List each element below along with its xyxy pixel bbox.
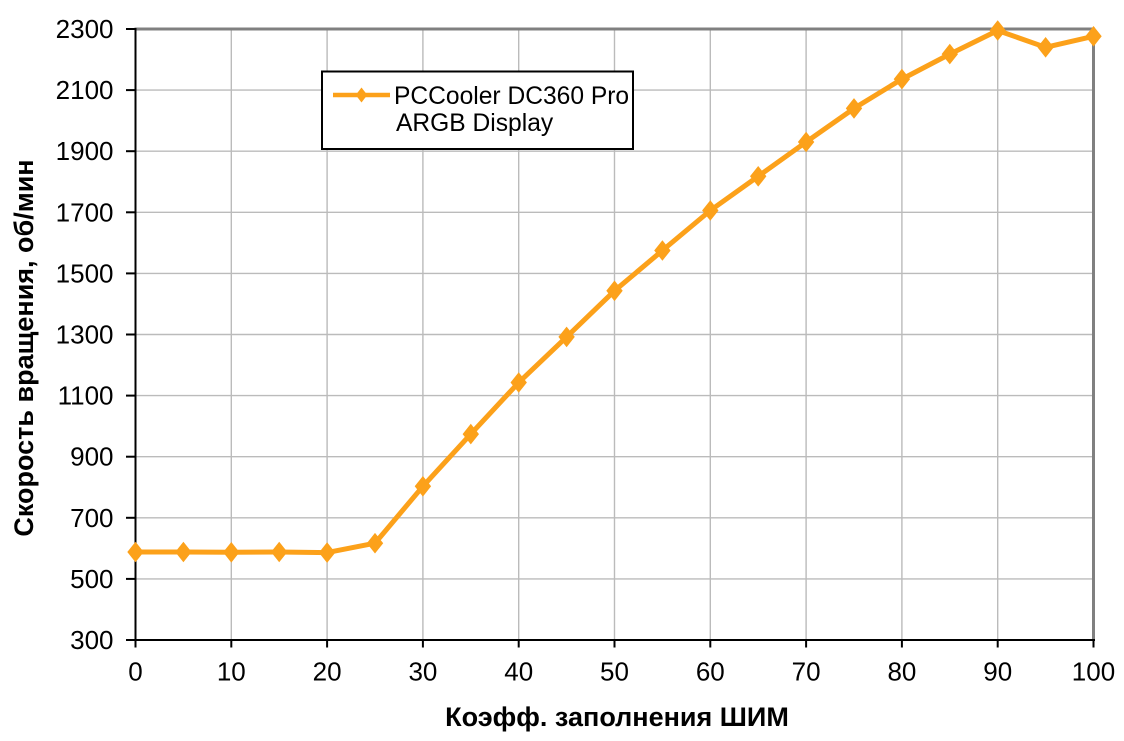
svg-text:Коэфф. заполнения ШИМ: Коэфф. заполнения ШИМ [445,702,789,732]
svg-text:50: 50 [600,657,629,687]
svg-text:900: 900 [70,442,113,472]
svg-text:1900: 1900 [56,136,114,166]
svg-text:90: 90 [983,657,1012,687]
svg-text:40: 40 [504,657,533,687]
svg-text:700: 700 [70,503,113,533]
svg-text:1700: 1700 [56,197,114,227]
svg-text:PCCooler DC360 Pro: PCCooler DC360 Pro [394,83,629,110]
svg-text:80: 80 [887,657,916,687]
svg-text:300: 300 [70,625,113,655]
svg-text:500: 500 [70,564,113,594]
svg-text:10: 10 [217,657,246,687]
svg-text:2100: 2100 [56,75,114,105]
svg-text:1500: 1500 [56,258,114,288]
svg-text:60: 60 [696,657,725,687]
svg-text:1300: 1300 [56,320,114,350]
svg-text:0: 0 [128,657,142,687]
svg-text:30: 30 [408,657,437,687]
svg-text:2300: 2300 [56,14,114,44]
svg-text:ARGB Display: ARGB Display [396,110,554,137]
svg-text:Скорость вращения, об/мин: Скорость вращения, об/мин [9,159,39,536]
svg-text:20: 20 [313,657,342,687]
svg-text:100: 100 [1072,657,1115,687]
svg-text:1100: 1100 [58,381,114,411]
svg-text:70: 70 [792,657,821,687]
